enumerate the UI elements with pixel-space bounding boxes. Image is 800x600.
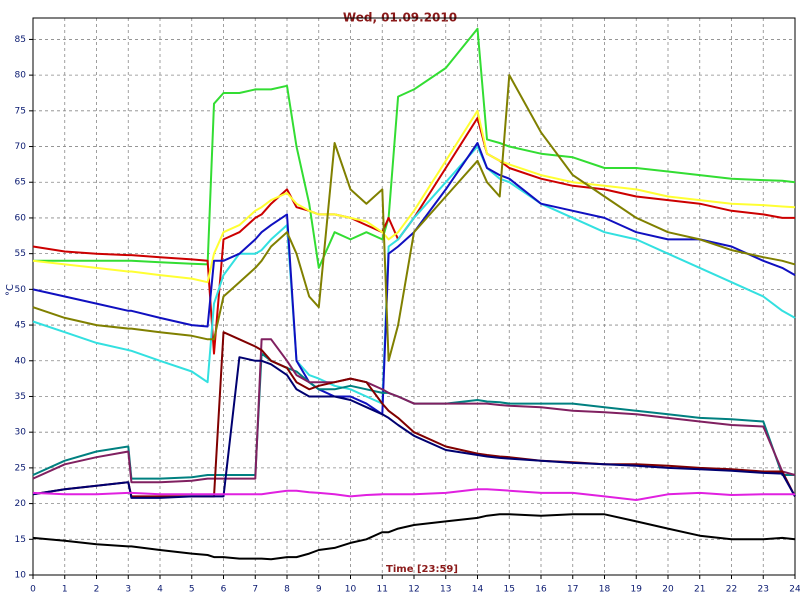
x-tick-label: 2 [94,585,100,595]
y-tick-label: 20 [15,499,27,509]
y-tick-label: 55 [15,249,26,259]
y-tick-label: 35 [15,392,26,402]
x-tick-label: 14 [472,585,484,595]
x-tick-label: 15 [504,585,515,595]
plot-frame [32,17,796,576]
y-tick-label: 80 [15,71,27,81]
x-tick-label: 4 [157,585,163,595]
x-tick-label: 9 [316,585,322,595]
y-tick-label: 15 [15,535,26,545]
x-tick-label: 11 [377,585,388,595]
x-tick-label: 1 [62,585,68,595]
y-tick-label: 10 [15,571,27,581]
series-line [32,513,796,561]
x-tick-label: 5 [189,585,195,595]
x-tick-label: 7 [252,585,258,595]
x-tick-label: 3 [125,585,131,595]
y-tick-label: 40 [15,356,27,366]
y-axis-label: °C [5,284,16,296]
x-tick-label: 21 [694,585,705,595]
series-line [32,74,796,362]
x-tick-label: 24 [789,585,800,595]
series-line [32,109,796,284]
y-tick-label: 70 [15,142,27,152]
y-tick-label: 65 [15,178,26,188]
y-tick-label: 45 [15,321,26,331]
x-tick-label: 18 [599,585,611,595]
x-tick-label: 17 [567,585,578,595]
x-tick-label: 16 [535,585,547,595]
series-line [32,356,796,499]
x-tick-label: 13 [440,585,451,595]
x-tick-label: 8 [284,585,290,595]
y-tick-label: 50 [15,285,27,295]
y-tick-label: 60 [15,213,27,223]
y-tick-label: 25 [15,463,26,473]
x-tick-label: 6 [221,585,227,595]
series-line [32,117,795,355]
y-tick-label: 85 [15,35,26,45]
x-tick-label: 10 [345,585,357,595]
y-tick-label: 75 [15,106,26,116]
series-line [32,352,795,480]
x-tick-label: 12 [408,585,419,595]
x-tick-label: 19 [631,585,643,595]
x-tick-label: 0 [30,585,36,595]
series-line [32,142,796,416]
series-line [32,488,795,501]
x-axis-label: Time [23:59] [386,564,458,575]
y-tick-label: 30 [15,428,27,438]
x-tick-label: 22 [726,585,737,595]
series-line [32,145,796,405]
x-tick-label: 23 [758,585,769,595]
series-line [33,27,796,269]
x-tick-label: 20 [662,585,674,595]
